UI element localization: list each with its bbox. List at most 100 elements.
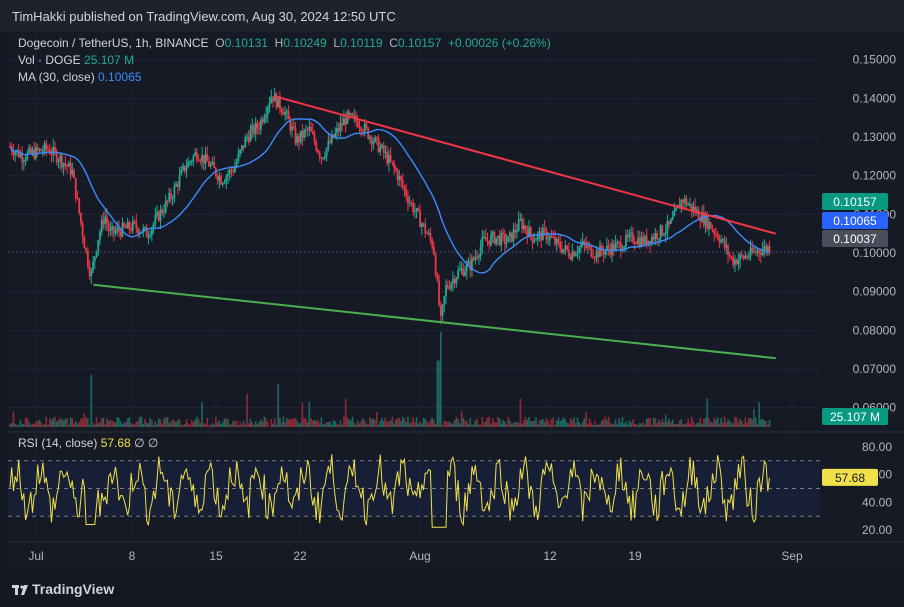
volume-bar	[484, 421, 487, 427]
candle-body	[747, 256, 750, 258]
volume-bar	[81, 418, 84, 427]
candle-body	[202, 155, 205, 164]
tradingview-logo[interactable]: TradingView	[12, 581, 114, 597]
candle-body	[713, 230, 716, 234]
volume-bar	[209, 424, 212, 427]
candle-body	[83, 236, 86, 249]
symbol-title[interactable]: Dogecoin / TetherUS, 1h, BINANCE	[18, 36, 209, 50]
candle-body	[631, 232, 634, 242]
volume-bar	[602, 419, 605, 427]
candle-body	[650, 236, 653, 245]
candle-body	[289, 119, 292, 131]
candle-body	[112, 226, 115, 234]
volume-bar	[180, 424, 183, 427]
volume-bar	[55, 421, 58, 427]
candle-body	[502, 232, 505, 235]
candle-body	[47, 149, 49, 151]
candle-body	[189, 161, 191, 163]
candle-body	[280, 108, 283, 113]
volume-bar	[626, 424, 629, 427]
rsi-label[interactable]: RSI (14, close)	[18, 436, 98, 450]
candle-body	[618, 242, 620, 244]
candle-body	[761, 249, 764, 255]
candle-body	[725, 245, 728, 248]
candle-body	[403, 186, 406, 190]
volume-bar	[244, 424, 247, 427]
time-tick-label: 12	[543, 549, 557, 563]
candle-body	[633, 241, 636, 244]
candle-body	[259, 119, 262, 130]
volume-bar	[230, 423, 233, 427]
candle-body	[285, 111, 288, 113]
chart-area[interactable]: 0.150000.140000.130000.120000.110000.100…	[8, 32, 904, 567]
volume-bar	[152, 425, 155, 427]
volume-bar	[472, 424, 475, 427]
volume-bar	[299, 422, 302, 427]
candle-body	[597, 250, 600, 258]
candle-body	[349, 113, 352, 115]
candle-body	[93, 256, 96, 262]
candle-body	[580, 245, 582, 248]
candle-body	[509, 232, 511, 237]
volume-bar	[619, 422, 622, 427]
volume-bar	[424, 418, 427, 427]
candle-body	[469, 260, 472, 271]
candle-body	[649, 240, 652, 245]
volume-bar	[353, 422, 356, 427]
volume-bar	[716, 417, 719, 427]
volume-bar	[545, 418, 548, 427]
volume-bar	[62, 420, 65, 427]
volume-bar	[21, 423, 23, 427]
volume-bar	[569, 418, 572, 427]
candle-body	[413, 211, 416, 213]
candle-body	[339, 123, 342, 132]
volume-bar	[50, 420, 53, 427]
volume-bar	[516, 421, 518, 427]
volume-bar	[749, 418, 752, 427]
candle-body	[400, 176, 402, 181]
volume-bar	[247, 423, 250, 427]
volume-bar	[756, 424, 759, 427]
candle-body	[706, 214, 709, 229]
candle-body	[391, 161, 394, 163]
volume-bar	[547, 420, 549, 427]
candle-body	[453, 278, 456, 284]
volume-bar	[339, 420, 342, 427]
volume-bar	[564, 419, 567, 427]
candle-body	[550, 236, 553, 238]
candle-body	[164, 200, 167, 212]
candle-body	[313, 133, 316, 143]
candle-body	[336, 128, 338, 133]
candle-body	[168, 192, 171, 201]
candle-body	[73, 169, 75, 178]
volume-bar	[642, 422, 645, 427]
candle-body	[346, 111, 349, 125]
volume-bar	[68, 425, 70, 427]
volume-bar	[130, 422, 132, 427]
candle-body	[54, 146, 56, 152]
candle-body	[586, 245, 589, 248]
volume-bar	[374, 419, 376, 427]
candle-body	[611, 243, 614, 255]
volume-bar	[40, 422, 42, 427]
publish-header: TimHakki published on TradingView.com, A…	[0, 0, 904, 32]
volume-bar	[412, 416, 414, 427]
volume-bar	[104, 424, 106, 427]
candle-body	[455, 278, 458, 284]
volume-bar	[680, 419, 683, 427]
candle-body	[687, 204, 690, 206]
volume-bar	[523, 419, 525, 427]
candle-body	[388, 155, 390, 164]
candle-body	[356, 121, 359, 127]
candle-body	[88, 266, 91, 277]
volume-bar	[467, 424, 470, 427]
volume-bar	[505, 424, 508, 427]
candle-body	[628, 233, 631, 238]
candle-body	[500, 232, 503, 245]
candle-body	[526, 230, 529, 238]
candle-body	[670, 219, 672, 224]
candle-body	[592, 256, 594, 258]
volume-bar	[734, 416, 736, 427]
rsi-value: 57.68	[100, 436, 131, 450]
candle-body	[452, 278, 454, 284]
